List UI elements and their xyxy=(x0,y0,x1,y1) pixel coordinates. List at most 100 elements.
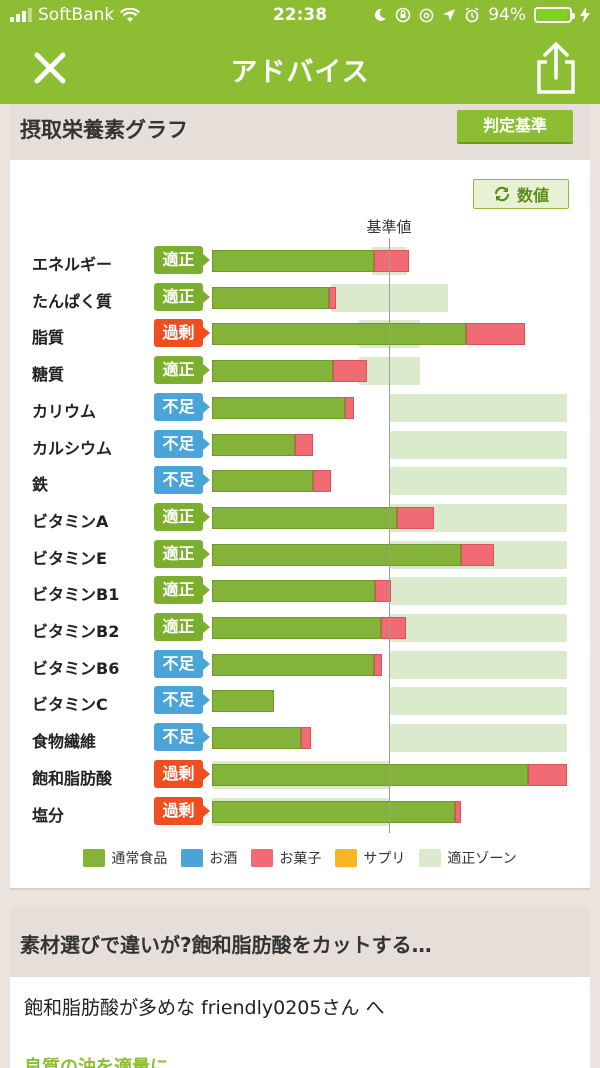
numbers-button[interactable]: 数値 xyxy=(473,179,569,209)
status-bar: SoftBank 22:38 94% xyxy=(0,0,600,32)
close-icon[interactable] xyxy=(28,46,72,90)
criteria-button[interactable]: 判定基準 xyxy=(457,110,573,142)
judgement-badge: 不足 xyxy=(154,686,210,715)
ok-zone-band xyxy=(389,393,568,422)
advice-header: 素材選びで違いが?飽和脂肪酸をカットする… xyxy=(10,907,590,977)
ok-zone-band xyxy=(389,650,568,679)
status-right: 94% xyxy=(373,5,590,25)
nutrient-row: 食物繊維 不足 xyxy=(10,722,590,753)
reference-label: 基準値 xyxy=(366,218,412,236)
bar-snack xyxy=(300,727,312,750)
legend-item: サプリ xyxy=(335,848,405,868)
advice-title: 素材選びで違いが?飽和脂肪酸をカットする… xyxy=(20,933,432,957)
section-header: 摂取栄養素グラフ 判定基準 xyxy=(10,104,590,160)
ok-zone-band xyxy=(389,467,568,496)
battery-icon xyxy=(534,7,575,23)
bar-snack xyxy=(528,763,568,786)
nutrient-row: カルシウム 不足 xyxy=(10,429,590,459)
nutrient-label: エネルギー xyxy=(32,255,113,274)
legend-label: お酒 xyxy=(209,851,238,867)
legend-swatch xyxy=(419,849,442,867)
nutrient-row: 塩分 過剰 xyxy=(10,796,590,826)
nutrient-label: ビタミンE xyxy=(32,548,107,568)
bar-snack xyxy=(455,800,461,823)
nutrient-row: 脂質 過剰 xyxy=(10,318,590,349)
wifi-icon xyxy=(120,7,141,22)
signal-icon xyxy=(10,8,32,22)
refresh-icon xyxy=(494,186,510,202)
bar-snack xyxy=(373,653,383,676)
at-icon xyxy=(419,8,434,22)
bar-regular-food xyxy=(212,286,330,309)
bar-regular-food xyxy=(212,250,374,272)
alarm-icon xyxy=(465,7,479,23)
judgement-badge: 過剰 xyxy=(154,759,210,788)
nutrient-label: カルシウム xyxy=(32,438,113,458)
judgement-badge: 適正 xyxy=(154,282,210,311)
nutrient-label: カリウム xyxy=(32,401,97,421)
nutrient-row: ビタミンB6 不足 xyxy=(10,649,590,679)
bar-snack xyxy=(313,470,331,493)
nutrient-label: ビタミンA xyxy=(32,511,109,531)
judgement-badge: 過剰 xyxy=(154,796,210,825)
nutrient-label: ビタミンB6 xyxy=(32,658,120,678)
bar-snack xyxy=(465,323,525,346)
bar-regular-food xyxy=(212,580,376,603)
legend-item: お酒 xyxy=(181,848,237,868)
legend-label: お菓子 xyxy=(279,851,322,867)
bar-snack xyxy=(396,506,434,529)
legend-item: 通常食品 xyxy=(83,848,167,868)
section-title: 摂取栄養素グラフ xyxy=(20,118,188,142)
bar-regular-food xyxy=(212,396,346,419)
nutrient-label: 糖質 xyxy=(32,365,65,385)
bar-snack xyxy=(460,543,495,566)
nutrient-row: ビタミンC 不足 xyxy=(10,685,590,716)
nutrient-row: ビタミンE 適正 xyxy=(10,539,590,569)
judgement-badge: 不足 xyxy=(154,649,210,678)
nutrient-row: エネルギー 適正 xyxy=(10,245,590,275)
bar-regular-food xyxy=(212,543,461,566)
battery-percent: 94% xyxy=(488,5,526,25)
nutrient-label: 脂質 xyxy=(32,328,65,348)
judgement-badge: 適正 xyxy=(154,613,210,641)
clock: 22:38 xyxy=(272,5,328,25)
bar-snack xyxy=(373,250,410,272)
bar-regular-food xyxy=(212,323,466,346)
advice-card[interactable]: 素材選びで違いが?飽和脂肪酸をカットする… 飽和脂肪酸が多めな friendly… xyxy=(10,907,590,1068)
top-header: SoftBank 22:38 94% アドバイス xyxy=(0,0,600,104)
nutrient-label: たんぱく質 xyxy=(32,291,113,311)
judgement-badge: 不足 xyxy=(154,723,210,752)
moon-icon xyxy=(375,8,387,21)
legend-swatch xyxy=(335,849,358,867)
carrier-label: SoftBank xyxy=(38,5,115,25)
nutrient-row: たんぱく質 適正 xyxy=(10,282,590,312)
location-icon xyxy=(443,9,456,21)
share-icon[interactable] xyxy=(530,40,582,96)
nutrient-label: ビタミンB2 xyxy=(32,622,120,641)
legend-swatch xyxy=(83,849,106,867)
advice-subtitle: 良質の油を適量に xyxy=(24,1057,168,1068)
status-left: SoftBank xyxy=(10,5,141,25)
page-title: アドバイス xyxy=(230,57,370,88)
bar-regular-food xyxy=(212,800,456,823)
nutrient-label: ビタミンB1 xyxy=(32,585,120,605)
bar-regular-food xyxy=(212,506,397,529)
ok-zone-band xyxy=(389,614,568,642)
legend-label: サプリ xyxy=(363,851,406,867)
nutrient-row: ビタミンB2 適正 xyxy=(10,612,590,642)
advice-body: 飽和脂肪酸が多めな friendly0205さん へ xyxy=(24,997,385,1019)
bar-regular-food xyxy=(212,653,374,676)
bar-regular-food xyxy=(212,360,333,383)
ok-zone-band xyxy=(389,430,568,459)
charging-icon xyxy=(580,7,590,23)
judgement-badge: 不足 xyxy=(154,466,210,495)
judgement-badge: 不足 xyxy=(154,392,210,421)
ok-zone-band xyxy=(389,724,568,753)
bar-regular-food xyxy=(212,433,296,456)
judgement-badge: 適正 xyxy=(154,539,210,568)
judgement-badge: 不足 xyxy=(154,429,210,458)
nutrient-row: 飽和脂肪酸 過剰 xyxy=(10,759,590,789)
nutrient-row: ビタミンB1 適正 xyxy=(10,575,590,606)
rotation-lock-icon xyxy=(395,7,411,23)
bar-snack xyxy=(332,360,367,383)
